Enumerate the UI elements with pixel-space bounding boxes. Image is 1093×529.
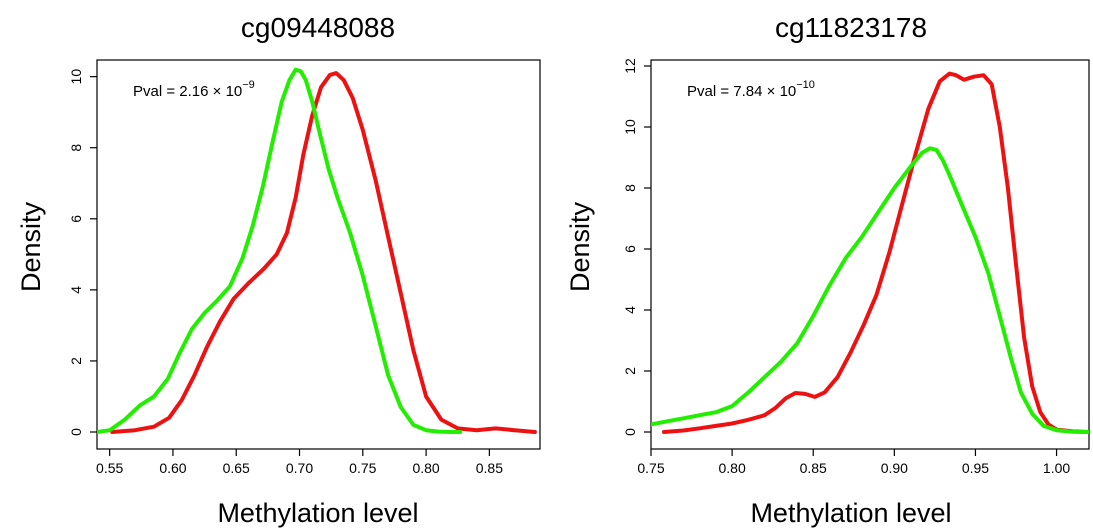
x-axis-title: Methylation level <box>750 498 951 528</box>
y-tick-label: 2 <box>622 367 638 375</box>
y-tick-label: 4 <box>68 286 84 294</box>
x-tick-label: 1.00 <box>1043 460 1070 476</box>
y-tick-label: 12 <box>622 58 638 74</box>
plot-frame <box>96 59 541 450</box>
x-axis-title: Methylation level <box>217 498 418 528</box>
chart-panel-cg09448088: cg09448088 0.55 0.60 0.65 0.70 0.75 0.80 0.85 0 2… <box>0 0 546 529</box>
density-line-1 <box>651 146 1089 434</box>
y-tick-label: 10 <box>68 69 84 85</box>
chart-svg: cg11823178 0.75 0.80 0.85 0.90 0.95 1.00 0 2 4 6 8 1… <box>565 12 1090 528</box>
chart-panel-cg11823178: cg11823178 0.75 0.80 0.85 0.90 0.95 1.00 0 2 4 6 8 1… <box>547 0 1093 529</box>
y-tick-label: 6 <box>68 215 84 223</box>
y-tick-label: 8 <box>622 184 638 192</box>
y-tick-label: 6 <box>622 245 638 253</box>
pval-annotation: Pval = 2.16 × 10−9 <box>133 79 255 100</box>
y-axis-title: Density <box>16 201 46 292</box>
x-tick-label: 0.65 <box>223 460 250 476</box>
y-tick-label: 0 <box>68 428 84 436</box>
chart-svg: cg09448088 0.55 0.60 0.65 0.70 0.75 0.80 0.85 0 2… <box>16 12 541 528</box>
density-line-0 <box>110 71 537 434</box>
x-tick-label: 0.75 <box>637 460 664 476</box>
density-line-1 <box>97 67 463 434</box>
x-tick-label: 0.85 <box>476 460 503 476</box>
chart-title: cg11823178 <box>775 12 927 43</box>
x-tick-label: 0.95 <box>962 460 989 476</box>
x-tick-label: 0.60 <box>159 460 186 476</box>
x-tick-label: 0.80 <box>718 460 745 476</box>
y-tick-label: 8 <box>68 144 84 152</box>
y-tick-label: 4 <box>622 306 638 314</box>
x-tick-label: 0.70 <box>286 460 313 476</box>
density-line-0 <box>662 71 1089 434</box>
pval-annotation: Pval = 7.84 × 10−10 <box>687 79 815 100</box>
x-tick-label: 0.80 <box>412 460 439 476</box>
x-tick-label: 0.90 <box>881 460 908 476</box>
x-tick-label: 0.55 <box>96 460 123 476</box>
x-tick-label: 0.75 <box>349 460 376 476</box>
y-tick-label: 2 <box>68 357 84 365</box>
y-axis-title: Density <box>565 201 595 292</box>
x-tick-label: 0.85 <box>800 460 827 476</box>
y-tick-label: 0 <box>622 428 638 436</box>
y-tick-label: 10 <box>622 119 638 135</box>
chart-title: cg09448088 <box>241 12 395 43</box>
plot-frame <box>650 59 1090 450</box>
